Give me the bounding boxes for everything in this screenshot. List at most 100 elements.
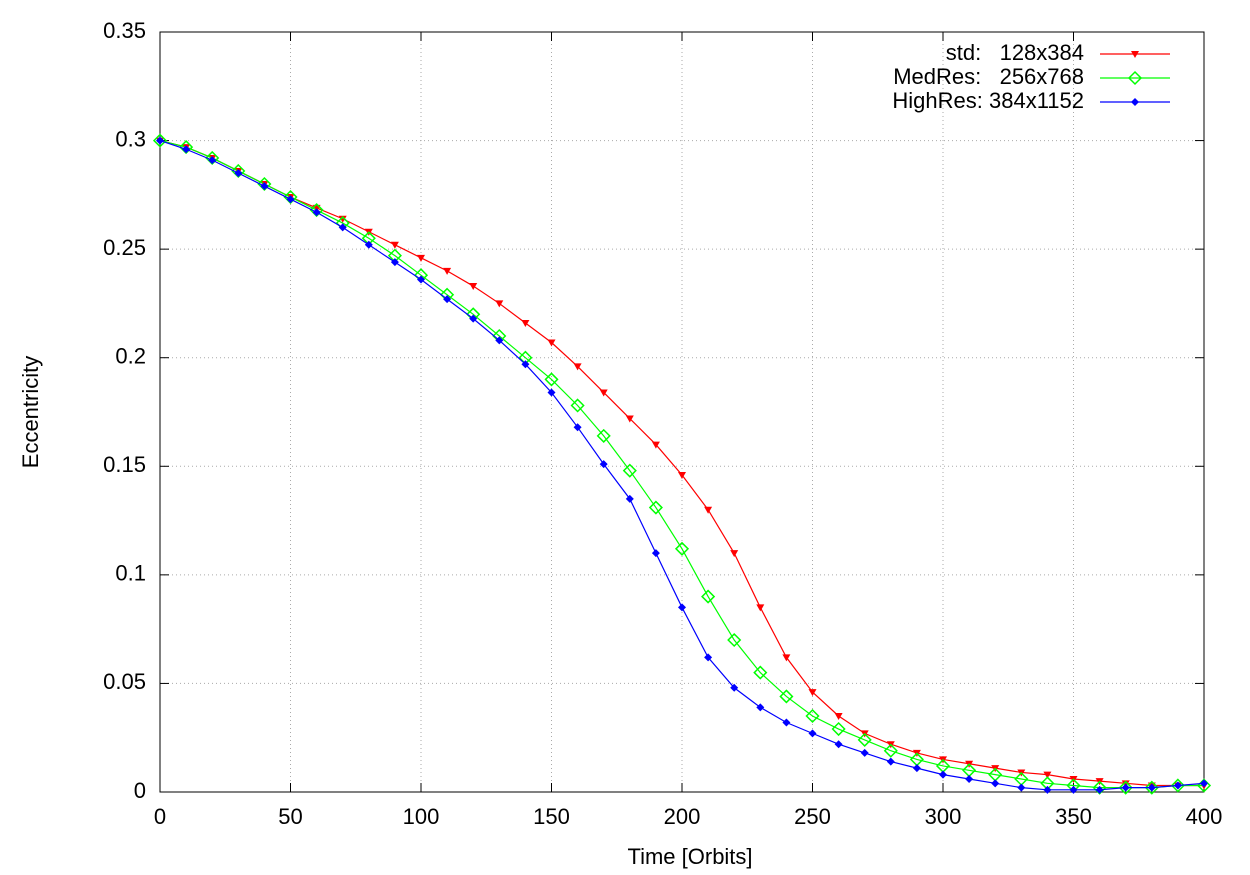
marker xyxy=(1173,781,1182,790)
marker xyxy=(495,300,504,308)
marker xyxy=(364,240,373,249)
y-tick-label: 0 xyxy=(134,778,146,803)
marker xyxy=(782,654,791,662)
legend-marker xyxy=(1131,51,1139,58)
marker xyxy=(625,415,634,423)
marker xyxy=(1017,783,1026,792)
x-tick-label: 100 xyxy=(403,804,440,829)
marker xyxy=(782,718,791,727)
marker xyxy=(390,241,399,249)
marker xyxy=(651,441,660,449)
marker xyxy=(883,743,898,758)
marker xyxy=(573,423,582,432)
marker xyxy=(939,770,947,779)
marker xyxy=(678,603,686,612)
y-axis-label: Eccentricity xyxy=(18,356,43,468)
y-tick-label: 0.2 xyxy=(115,344,146,369)
marker xyxy=(495,336,504,345)
marker xyxy=(234,169,243,178)
y-tick-label: 0.15 xyxy=(103,452,146,477)
marker xyxy=(208,156,217,165)
marker xyxy=(779,689,794,704)
x-tick-label: 350 xyxy=(1055,804,1092,829)
marker xyxy=(1147,783,1156,792)
marker xyxy=(651,549,660,558)
x-tick-label: 200 xyxy=(664,804,701,829)
marker xyxy=(417,275,425,284)
marker xyxy=(1069,785,1078,794)
x-axis-label: Time [Orbits] xyxy=(627,844,752,869)
y-tick-label: 0.3 xyxy=(115,126,146,151)
legend-label: HighRes: 384x1152 xyxy=(892,88,1084,113)
marker xyxy=(390,258,399,267)
marker xyxy=(727,632,742,648)
marker xyxy=(156,136,164,145)
marker xyxy=(834,740,843,749)
marker xyxy=(521,319,530,327)
y-tick-label: 0.25 xyxy=(103,235,146,260)
marker xyxy=(338,223,347,232)
marker xyxy=(991,779,1000,788)
marker xyxy=(570,398,585,413)
marker xyxy=(912,764,921,773)
marker xyxy=(599,460,608,469)
x-tick-label: 50 xyxy=(278,804,302,829)
marker xyxy=(730,550,739,558)
marker xyxy=(1095,785,1104,794)
marker xyxy=(338,215,347,223)
marker xyxy=(674,541,690,556)
x-tick-label: 0 xyxy=(154,804,166,829)
marker xyxy=(704,506,713,514)
legend-label: std: 128x384 xyxy=(946,40,1084,65)
y-tick-label: 0.35 xyxy=(103,18,146,43)
marker xyxy=(260,182,269,191)
marker xyxy=(753,665,768,680)
marker xyxy=(547,388,556,397)
marker xyxy=(886,757,895,766)
marker xyxy=(860,748,869,757)
marker xyxy=(521,360,530,369)
marker xyxy=(182,145,191,154)
marker xyxy=(730,683,739,692)
marker xyxy=(805,708,820,724)
marker xyxy=(1200,779,1208,788)
x-tick-label: 250 xyxy=(794,804,831,829)
marker xyxy=(469,314,478,323)
marker xyxy=(596,428,611,443)
marker xyxy=(417,254,425,262)
legend-marker xyxy=(1131,98,1139,106)
x-tick-label: 400 xyxy=(1186,804,1223,829)
marker xyxy=(1121,783,1130,792)
marker xyxy=(286,195,295,204)
marker xyxy=(808,729,817,738)
marker xyxy=(831,721,846,737)
series-line xyxy=(159,139,1204,789)
marker xyxy=(704,653,713,662)
marker xyxy=(544,372,559,387)
marker xyxy=(1170,778,1185,793)
marker xyxy=(469,283,478,291)
marker xyxy=(547,339,556,347)
x-tick-label: 150 xyxy=(533,804,570,829)
marker xyxy=(152,133,168,148)
marker xyxy=(1118,780,1133,795)
marker xyxy=(443,295,452,304)
marker xyxy=(443,267,452,275)
marker xyxy=(965,774,974,783)
marker xyxy=(625,494,634,503)
marker xyxy=(701,589,716,604)
y-tick-label: 0.05 xyxy=(103,669,146,694)
marker xyxy=(648,500,663,515)
marker xyxy=(756,604,765,612)
marker xyxy=(622,463,637,478)
marker xyxy=(599,389,608,397)
marker xyxy=(756,703,765,712)
marker xyxy=(834,713,843,720)
plot-frame xyxy=(159,31,1205,793)
marker xyxy=(312,208,321,217)
marker xyxy=(1043,785,1052,794)
legend-label: MedRes: 256x768 xyxy=(893,64,1084,89)
marker xyxy=(808,689,817,697)
legend-marker xyxy=(1127,70,1143,86)
